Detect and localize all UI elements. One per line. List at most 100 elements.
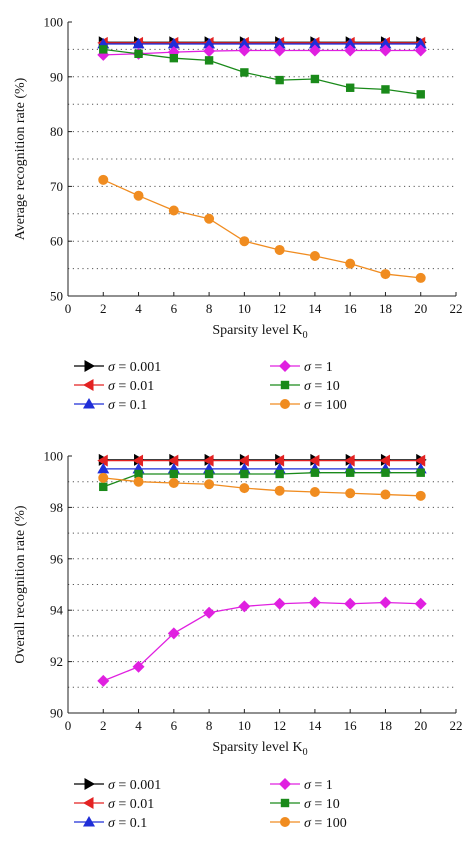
x-tick-label: 0 xyxy=(65,301,72,316)
x-tick-label: 10 xyxy=(238,301,251,316)
legend-label: σ = 0.1 xyxy=(108,816,147,831)
series-5 xyxy=(98,174,426,283)
data-point xyxy=(134,49,143,58)
legend-item: σ = 1 xyxy=(270,360,333,375)
data-point xyxy=(133,476,144,487)
legend-item: σ = 0.01 xyxy=(74,797,154,812)
data-point xyxy=(308,44,321,57)
legend-marker xyxy=(84,360,95,372)
legend-item: σ = 0.001 xyxy=(74,360,161,375)
legend-label: σ = 10 xyxy=(304,379,340,394)
data-point xyxy=(416,468,425,477)
x-tick-label: 14 xyxy=(308,718,322,733)
y-tick-label: 92 xyxy=(50,654,63,669)
data-point xyxy=(97,462,110,474)
legend-label: σ = 1 xyxy=(304,360,333,375)
legend-label: σ = 0.01 xyxy=(108,797,154,812)
data-point xyxy=(380,269,391,280)
legend-label: σ = 100 xyxy=(304,816,347,831)
data-point xyxy=(379,454,390,467)
x-tick-label: 0 xyxy=(65,718,72,733)
data-point xyxy=(132,660,145,673)
data-point xyxy=(204,213,215,224)
series-1 xyxy=(97,454,426,467)
y-tick-label: 100 xyxy=(44,449,64,464)
data-point xyxy=(99,45,108,54)
data-point xyxy=(275,75,284,85)
y-tick-label: 96 xyxy=(50,551,64,566)
data-point xyxy=(345,488,356,499)
x-tick-label: 4 xyxy=(135,301,142,316)
x-tick-label: 18 xyxy=(379,301,392,316)
series-line xyxy=(103,601,421,682)
data-point xyxy=(203,45,216,58)
x-tick-label: 14 xyxy=(308,301,322,316)
x-tick-label: 22 xyxy=(450,301,463,316)
legend-marker xyxy=(83,816,95,827)
x-tick-label: 6 xyxy=(171,718,178,733)
data-point xyxy=(273,597,286,610)
data-point xyxy=(204,469,214,479)
legend-label: σ = 0.1 xyxy=(108,398,147,413)
x-tick-label: 4 xyxy=(135,718,142,733)
data-point xyxy=(238,37,251,49)
legend-item: σ = 100 xyxy=(270,398,347,413)
x-tick-label: 20 xyxy=(414,301,427,316)
data-point xyxy=(414,597,427,610)
data-point xyxy=(134,469,143,479)
data-point xyxy=(345,258,356,269)
x-tick-label: 16 xyxy=(344,301,358,316)
legend-marker xyxy=(83,379,94,391)
series-2 xyxy=(97,462,427,474)
data-point xyxy=(274,244,285,255)
legend-label: σ = 100 xyxy=(304,398,347,413)
data-point xyxy=(97,454,108,467)
legend-marker xyxy=(280,817,290,827)
y-tick-label: 98 xyxy=(50,500,63,515)
series-line xyxy=(103,472,421,488)
series-line xyxy=(103,477,421,497)
data-point xyxy=(167,627,180,640)
data-point xyxy=(168,205,179,216)
data-point xyxy=(132,37,145,49)
y-tick-label: 70 xyxy=(50,179,63,194)
x-tick-label: 20 xyxy=(414,718,427,733)
data-point xyxy=(379,44,392,57)
data-point xyxy=(204,56,214,65)
data-point xyxy=(203,37,216,49)
x-tick-label: 2 xyxy=(100,301,107,316)
y-tick-label: 80 xyxy=(50,124,63,139)
data-point xyxy=(415,272,426,283)
data-point xyxy=(344,44,357,57)
data-point xyxy=(379,37,392,49)
data-point xyxy=(240,68,249,77)
x-tick-label: 6 xyxy=(171,301,178,316)
data-point xyxy=(204,479,215,490)
data-point xyxy=(308,37,321,49)
x-tick-label: 12 xyxy=(273,718,286,733)
series-line xyxy=(103,49,421,56)
x-axis-label: Sparsity level K0 xyxy=(212,323,307,341)
y-axis-label: Overall recognition rate (%) xyxy=(13,505,28,664)
x-axis-label: Sparsity level K0 xyxy=(212,740,307,758)
data-point xyxy=(310,468,320,477)
legend-marker xyxy=(280,380,290,390)
series-3 xyxy=(97,44,427,61)
data-point xyxy=(273,37,286,49)
x-tick-label: 12 xyxy=(273,301,286,316)
series-4 xyxy=(99,468,425,492)
data-point xyxy=(308,454,320,467)
data-point xyxy=(238,600,251,613)
data-point xyxy=(345,83,355,92)
legend-item: σ = 0.01 xyxy=(74,379,154,394)
legend-item: σ = 0.1 xyxy=(74,816,147,831)
data-point xyxy=(344,597,357,610)
data-point xyxy=(416,90,425,99)
data-point xyxy=(240,469,249,479)
data-point xyxy=(381,85,390,94)
data-point xyxy=(275,469,284,479)
series-5 xyxy=(98,472,426,501)
legend-label: σ = 10 xyxy=(304,797,340,812)
legend-item: σ = 10 xyxy=(270,797,340,812)
data-point xyxy=(203,606,216,619)
